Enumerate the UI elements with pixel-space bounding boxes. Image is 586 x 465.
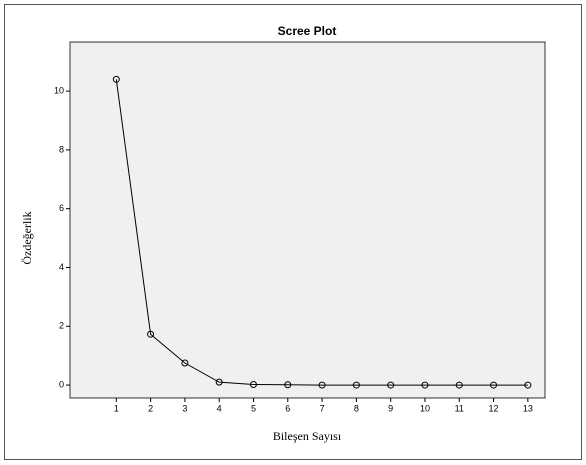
y-tick-label: 2 xyxy=(59,321,64,331)
y-tick-label: 4 xyxy=(59,262,64,272)
point xyxy=(490,381,498,389)
x-tick-label: 3 xyxy=(182,403,187,413)
x-tick-label: 8 xyxy=(354,403,359,413)
point xyxy=(181,359,189,367)
point xyxy=(249,380,257,388)
point xyxy=(524,381,532,389)
series-line xyxy=(115,79,528,386)
y-tick-label: 6 xyxy=(59,203,64,213)
point xyxy=(112,75,120,83)
x-tick-label: 5 xyxy=(251,403,256,413)
point xyxy=(147,330,155,338)
x-tick-label: 7 xyxy=(320,403,325,413)
x-axis-label: Bileşen Sayısı xyxy=(273,429,342,443)
x-tick-label: 6 xyxy=(285,403,290,413)
plot-area xyxy=(69,41,546,399)
point xyxy=(215,378,223,386)
x-tick-label: 11 xyxy=(455,403,464,413)
point xyxy=(387,381,395,389)
y-tick-label: 10 xyxy=(54,85,64,95)
x-tick-label: 9 xyxy=(388,403,393,413)
point xyxy=(352,381,360,389)
y-axis-label: Özdeğerlik xyxy=(20,211,34,264)
x-tick-label: 4 xyxy=(217,403,222,413)
x-tick-label: 13 xyxy=(523,403,533,413)
chart-title: Scree Plot xyxy=(278,24,337,38)
point xyxy=(421,381,429,389)
x-tick-label: 10 xyxy=(420,403,430,413)
x-tick-label: 2 xyxy=(148,403,153,413)
point xyxy=(455,381,463,389)
point xyxy=(284,381,292,389)
y-tick-label: 8 xyxy=(59,144,64,154)
x-tick-label: 1 xyxy=(114,403,119,413)
y-tick-label: 0 xyxy=(59,379,64,389)
x-tick-label: 12 xyxy=(489,403,499,413)
point xyxy=(318,381,326,389)
